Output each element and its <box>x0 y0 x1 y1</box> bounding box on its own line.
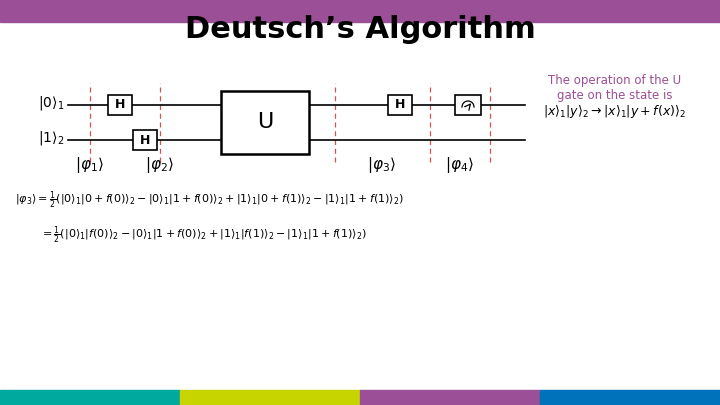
Text: $|0\rangle_1$: $|0\rangle_1$ <box>37 94 64 112</box>
Bar <box>0 0 720 22</box>
Text: H: H <box>114 98 125 111</box>
Bar <box>180 390 360 405</box>
Bar <box>540 390 720 405</box>
Text: H: H <box>140 134 150 147</box>
Text: $|\varphi_3\rangle = \frac{1}{2}(|0\rangle_1|0+f(0)\rangle_2 - |0\rangle_1|1+f(0: $|\varphi_3\rangle = \frac{1}{2}(|0\rang… <box>15 189 404 211</box>
Text: Deutsch’s Algorithm: Deutsch’s Algorithm <box>184 15 536 45</box>
Bar <box>360 390 540 405</box>
Bar <box>108 95 132 115</box>
Bar <box>455 95 481 115</box>
Text: $|\varphi_4\rangle$: $|\varphi_4\rangle$ <box>446 155 474 175</box>
Bar <box>133 130 157 150</box>
Text: U: U <box>257 113 273 132</box>
Text: The operation of the U
gate on the state is: The operation of the U gate on the state… <box>549 74 682 102</box>
Text: $|\varphi_3\rangle$: $|\varphi_3\rangle$ <box>367 155 397 175</box>
Bar <box>388 95 412 115</box>
Text: $|\varphi_1\rangle$: $|\varphi_1\rangle$ <box>76 155 104 175</box>
Text: H: H <box>395 98 405 111</box>
Bar <box>221 91 309 154</box>
Text: $|1\rangle_2$: $|1\rangle_2$ <box>37 129 64 147</box>
Text: $|\varphi_2\rangle$: $|\varphi_2\rangle$ <box>145 155 174 175</box>
Text: $|x\rangle_1|y\rangle_2 \rightarrow |x\rangle_1|y+f(x)\rangle_2$: $|x\rangle_1|y\rangle_2 \rightarrow |x\r… <box>544 104 686 121</box>
Bar <box>0 390 180 405</box>
Text: $= \frac{1}{2}(|0\rangle_1|f(0)\rangle_2 - |0\rangle_1|1+f(0)\rangle_2 + |1\rang: $= \frac{1}{2}(|0\rangle_1|f(0)\rangle_2… <box>40 224 366 246</box>
